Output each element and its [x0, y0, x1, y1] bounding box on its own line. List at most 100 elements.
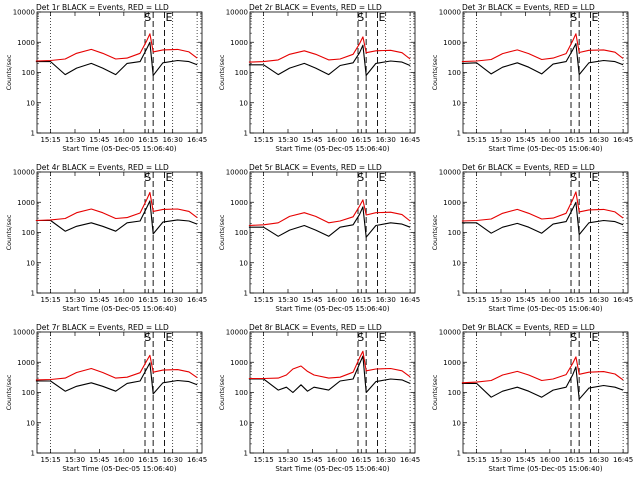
x-tick-label: 16:15 — [138, 456, 158, 464]
y-tick-label: 10000 — [226, 329, 248, 337]
y-tick-label: 1 — [31, 290, 35, 298]
start-marker: S — [144, 171, 151, 184]
x-tick-label: 16:30 — [163, 136, 183, 144]
y-tick-label: 100 — [448, 389, 461, 397]
panel-title: Det 9r BLACK = Events, RED = LLD — [462, 323, 595, 332]
x-tick-label: 16:30 — [163, 456, 183, 464]
end-marker: E — [379, 331, 386, 344]
plot-frame — [249, 331, 416, 454]
x-tick-label: 16:30 — [376, 456, 396, 464]
events-series-line — [248, 206, 411, 238]
y-tick-label: 10 — [26, 259, 35, 267]
x-tick-label: 16:45 — [613, 296, 633, 304]
x-axis-label: Start Time (05-Dec-05 15:06:40) — [62, 305, 176, 313]
x-tick-label: 15:30 — [491, 136, 511, 144]
detector-panel-1: Det 1r BLACK = Events, RED = LLD 1 10 100 10… — [5, 3, 207, 153]
y-tick-label: 1 — [457, 450, 461, 458]
x-tick-label: 16:00 — [540, 136, 560, 144]
y-tick-label: 100 — [22, 389, 35, 397]
y-tick-label: 10000 — [439, 169, 461, 177]
x-tick-label: 15:30 — [278, 456, 298, 464]
start-marker: S — [570, 11, 577, 24]
x-tick-label: 16:15 — [138, 296, 158, 304]
x-axis-label: Start Time (05-Dec-05 15:06:40) — [488, 465, 602, 473]
y-tick-label: 10000 — [13, 9, 35, 17]
x-axis-label: Start Time (05-Dec-05 15:06:40) — [275, 465, 389, 473]
start-marker: S — [357, 171, 364, 184]
x-tick-label: 16:45 — [400, 136, 420, 144]
x-tick-label: 16:15 — [564, 456, 584, 464]
y-tick-label: 1000 — [443, 199, 461, 207]
y-tick-label: 100 — [235, 389, 248, 397]
end-marker: E — [592, 331, 599, 344]
start-marker: S — [570, 331, 577, 344]
x-tick-label: 16:15 — [564, 296, 584, 304]
x-tick-label: 15:30 — [491, 456, 511, 464]
x-tick-label: 15:45 — [302, 296, 322, 304]
y-tick-label: 1 — [244, 450, 248, 458]
x-axis-label: Start Time (05-Dec-05 15:06:40) — [275, 305, 389, 313]
x-tick-label: 15:15 — [466, 296, 486, 304]
y-axis-label: Counts/sec — [218, 214, 226, 250]
y-tick-label: 1000 — [230, 39, 248, 47]
end-marker: E — [166, 331, 173, 344]
lld-series-line — [461, 191, 624, 222]
lld-series-line — [248, 199, 411, 227]
panel-title: Det 8r BLACK = Events, RED = LLD — [249, 323, 382, 332]
x-tick-label: 15:45 — [89, 136, 109, 144]
events-series-line — [461, 43, 624, 76]
lld-series-line — [35, 354, 198, 381]
x-tick-label: 16:45 — [400, 296, 420, 304]
x-tick-label: 15:45 — [515, 296, 535, 304]
y-axis-label: Counts/sec — [218, 374, 226, 410]
x-tick-label: 15:45 — [89, 296, 109, 304]
x-tick-label: 16:30 — [376, 136, 396, 144]
y-tick-label: 10 — [239, 419, 248, 427]
y-axis-label: Counts/sec — [5, 214, 13, 250]
x-tick-label: 16:30 — [163, 296, 183, 304]
x-tick-label: 16:00 — [327, 456, 347, 464]
panel-title: Det 2r BLACK = Events, RED = LLD — [249, 3, 382, 12]
plot-frame — [462, 171, 629, 294]
events-series-line — [35, 362, 198, 395]
x-axis-label: Start Time (05-Dec-05 15:06:40) — [488, 145, 602, 153]
detector-panel-4: Det 4r BLACK = Events, RED = LLD 1 10 100 10… — [5, 163, 207, 313]
x-tick-label: 15:30 — [65, 296, 85, 304]
lld-series-line — [35, 33, 198, 62]
x-tick-label: 15:30 — [491, 296, 511, 304]
end-marker: E — [592, 171, 599, 184]
plot-frame — [36, 171, 203, 294]
detector-panel-6: Det 6r BLACK = Events, RED = LLD 1 10 100 10… — [431, 163, 633, 313]
x-tick-label: 16:15 — [564, 136, 584, 144]
events-series-line — [461, 366, 624, 400]
y-tick-label: 10 — [239, 99, 248, 107]
lld-series-line — [248, 36, 411, 63]
y-tick-label: 100 — [448, 229, 461, 237]
plot-frame — [462, 11, 629, 134]
x-tick-label: 15:15 — [253, 136, 273, 144]
panel-title: Det 6r BLACK = Events, RED = LLD — [462, 163, 595, 172]
start-marker: S — [570, 171, 577, 184]
y-tick-label: 100 — [22, 69, 35, 77]
y-tick-label: 100 — [235, 229, 248, 237]
events-series-line — [35, 200, 198, 235]
x-tick-label: 15:30 — [278, 136, 298, 144]
x-tick-label: 16:15 — [351, 296, 371, 304]
x-tick-label: 16:45 — [400, 456, 420, 464]
x-axis-label: Start Time (05-Dec-05 15:06:40) — [62, 465, 176, 473]
x-axis-label: Start Time (05-Dec-05 15:06:40) — [275, 145, 389, 153]
y-tick-label: 1000 — [443, 39, 461, 47]
x-tick-label: 15:15 — [253, 456, 273, 464]
x-tick-label: 15:45 — [515, 136, 535, 144]
x-tick-label: 15:15 — [253, 296, 273, 304]
y-tick-label: 1000 — [17, 39, 35, 47]
end-marker: E — [166, 11, 173, 24]
lld-series-line — [35, 191, 198, 222]
x-tick-label: 16:30 — [589, 456, 609, 464]
y-tick-label: 10000 — [439, 9, 461, 17]
x-tick-label: 16:00 — [540, 296, 560, 304]
x-tick-label: 16:00 — [114, 456, 134, 464]
x-tick-label: 16:45 — [187, 456, 207, 464]
x-axis-label: Start Time (05-Dec-05 15:06:40) — [488, 305, 602, 313]
y-tick-label: 1 — [244, 290, 248, 298]
